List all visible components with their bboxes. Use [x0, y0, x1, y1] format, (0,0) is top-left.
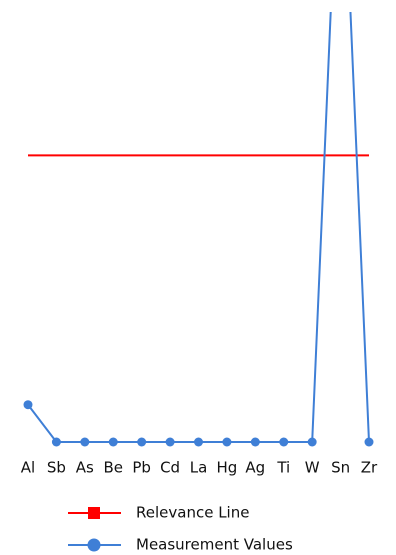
x-tick-label: Cd: [160, 459, 180, 477]
legend-label: Relevance Line: [136, 504, 249, 522]
series-line: [27, 12, 370, 443]
x-tick-label: Pb: [132, 459, 151, 477]
data-point: [194, 437, 203, 447]
x-tick-label: Zr: [361, 459, 378, 477]
x-tick-label: Ag: [245, 459, 265, 477]
x-tick-label: Al: [21, 459, 35, 477]
data-point: [307, 437, 317, 447]
x-tick-label: Ti: [276, 459, 290, 477]
legend: Relevance Line Measurement Values: [68, 504, 293, 554]
data-point: [80, 437, 90, 447]
x-tick-label: As: [76, 459, 94, 477]
x-tick-label: La: [190, 459, 208, 477]
data-point: [137, 437, 147, 447]
legend-marker: [87, 538, 101, 552]
data-point: [222, 437, 232, 447]
data-point: [51, 437, 61, 447]
data-point: [279, 437, 289, 447]
data-point: [108, 437, 118, 447]
data-point: [165, 437, 175, 447]
x-tick-label: Be: [103, 459, 123, 477]
x-tick-label: Sn: [331, 459, 350, 477]
x-tick-label: Sb: [47, 459, 66, 477]
x-tick-label: Hg: [217, 459, 238, 477]
x-axis: Al Sb As Be Pb Cd La Hg Ag Ti W Sn Zr: [21, 459, 378, 477]
plot-area: [23, 12, 374, 447]
data-point: [364, 437, 374, 447]
data-point: [250, 437, 260, 447]
data-point: [23, 400, 33, 410]
x-tick-label: W: [305, 459, 320, 477]
legend-marker: [88, 507, 100, 519]
legend-label: Measurement Values: [136, 536, 293, 554]
